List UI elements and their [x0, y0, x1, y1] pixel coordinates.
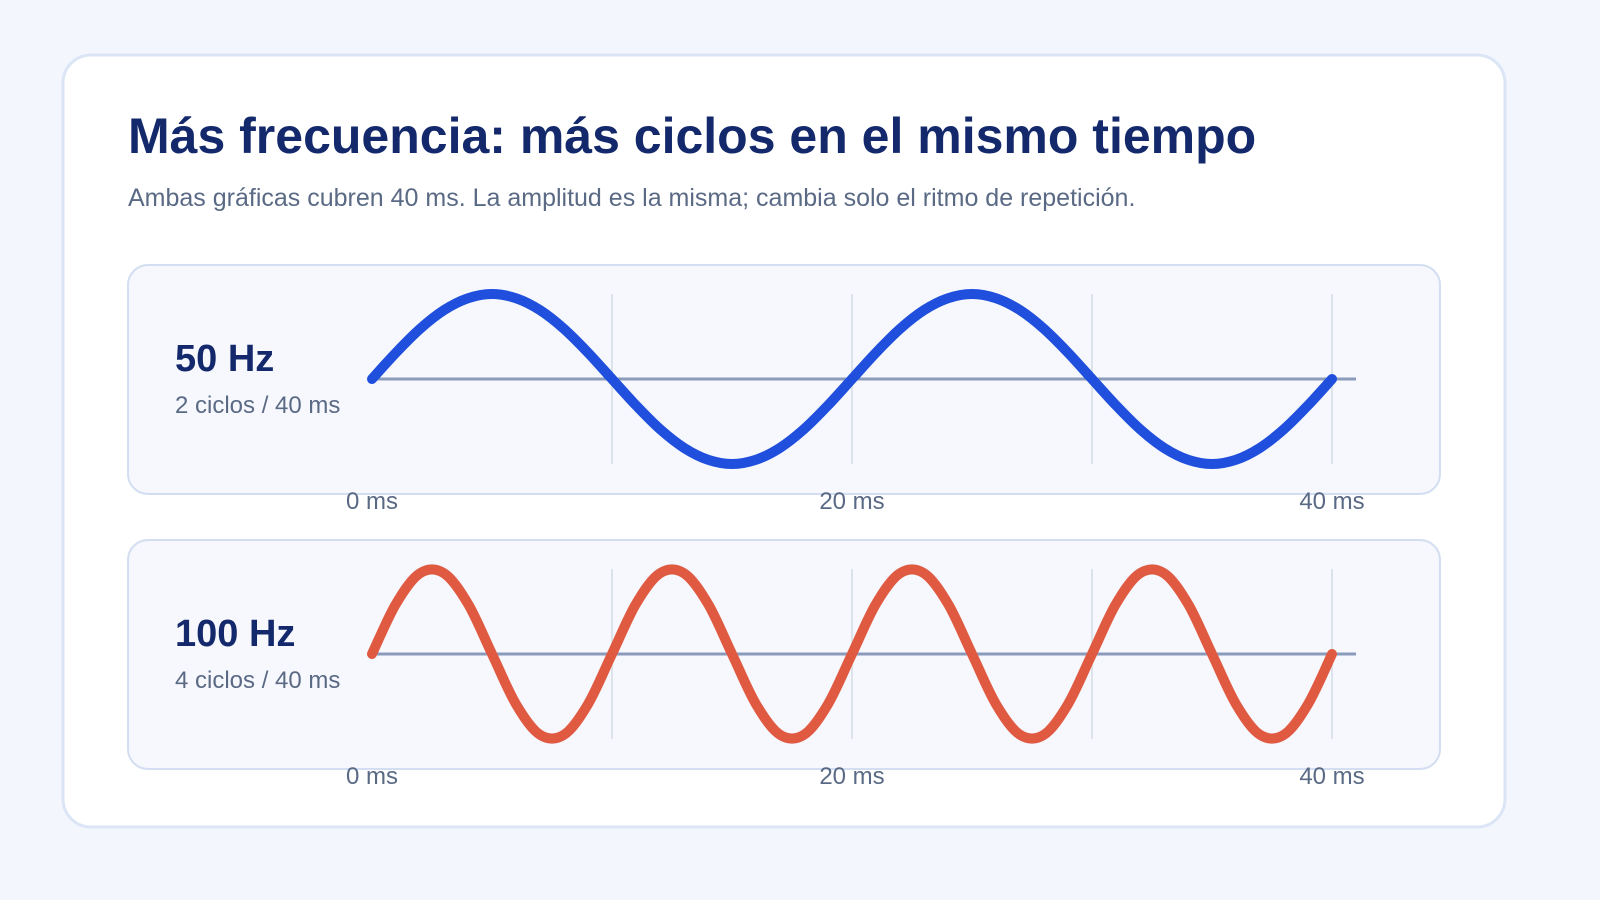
x-tick-label: 40 ms — [1299, 763, 1364, 790]
x-tick-label: 0 ms — [346, 763, 398, 790]
chart-title: 50 Hz — [175, 338, 274, 380]
title: Más frecuencia: más ciclos en el mismo t… — [128, 108, 1256, 164]
subtitle: Ambas gráficas cubren 40 ms. La amplitud… — [128, 184, 1135, 212]
chart-subtitle: 4 ciclos / 40 ms — [175, 667, 340, 694]
x-tick-label: 40 ms — [1299, 488, 1364, 515]
chart-subtitle: 2 ciclos / 40 ms — [175, 392, 340, 419]
x-tick-label: 20 ms — [819, 763, 884, 790]
x-tick-label: 0 ms — [346, 488, 398, 515]
x-tick-label: 20 ms — [819, 488, 884, 515]
wave — [367, 564, 1337, 744]
wave — [367, 289, 1337, 469]
chart-title: 100 Hz — [175, 613, 295, 655]
